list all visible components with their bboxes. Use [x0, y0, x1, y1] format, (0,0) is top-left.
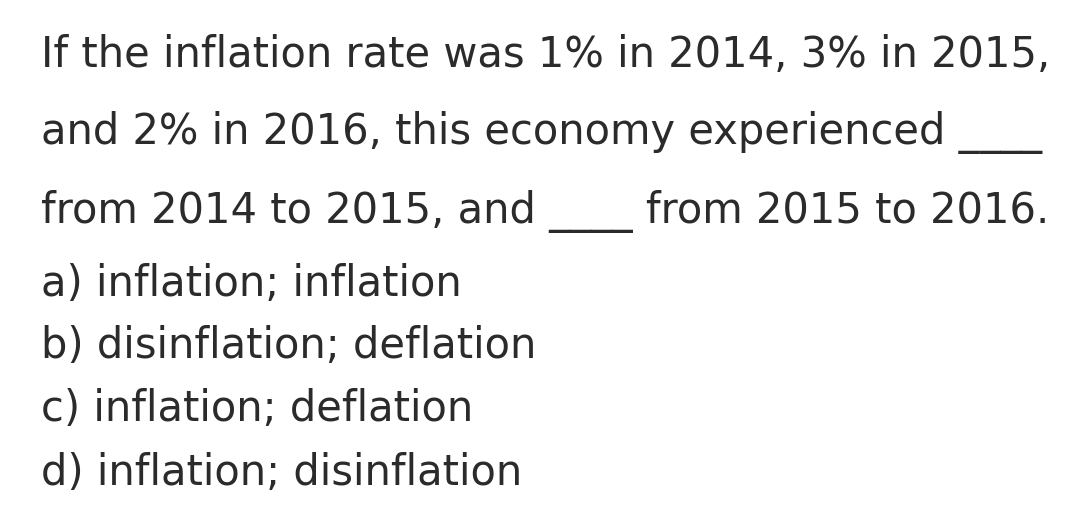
Text: d) inflation; disinflation: d) inflation; disinflation	[41, 452, 523, 493]
Text: from 2014 to 2015, and ____ from 2015 to 2016.: from 2014 to 2015, and ____ from 2015 to…	[41, 190, 1050, 232]
Text: a) inflation; inflation: a) inflation; inflation	[41, 263, 462, 305]
Text: b) disinflation; deflation: b) disinflation; deflation	[41, 326, 537, 367]
Text: and 2% in 2016, this economy experienced ____: and 2% in 2016, this economy experienced…	[41, 111, 1042, 154]
Text: If the inflation rate was 1% in 2014, 3% in 2015,: If the inflation rate was 1% in 2014, 3%…	[41, 34, 1050, 76]
Text: c) inflation; deflation: c) inflation; deflation	[41, 388, 473, 430]
